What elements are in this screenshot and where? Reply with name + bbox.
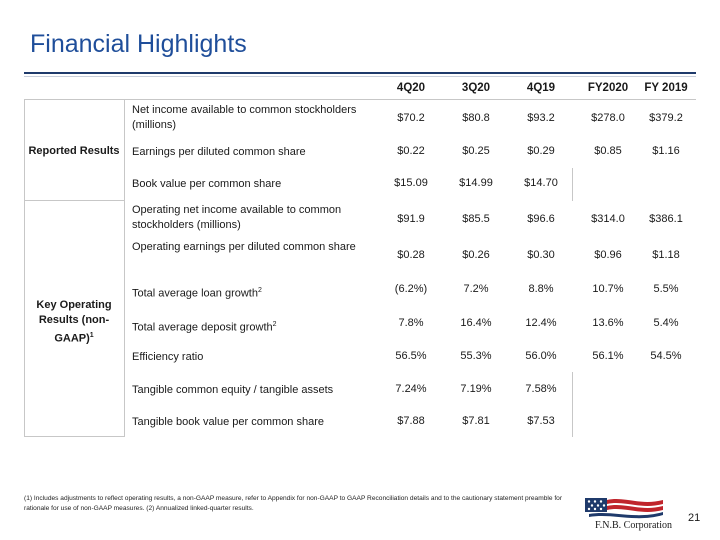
table-cell: 7.24% bbox=[395, 383, 427, 395]
table-cell: 10.7% bbox=[592, 283, 624, 295]
group-divider-vertical bbox=[124, 100, 125, 201]
page-title: Financial Highlights bbox=[30, 30, 247, 58]
table-cell: $7.81 bbox=[462, 415, 490, 427]
row-label-text: Tangible book value per common share bbox=[132, 416, 325, 428]
group-divider-vertical bbox=[124, 201, 125, 437]
table-cell: $85.5 bbox=[462, 213, 490, 225]
table-cell: $0.85 bbox=[594, 145, 622, 157]
footnote-marker: 2 bbox=[272, 321, 277, 328]
table-cell: $91.9 bbox=[397, 213, 425, 225]
row-label: Book value per common share bbox=[132, 177, 372, 192]
table-cell: (6.2%) bbox=[394, 283, 428, 295]
table-cell: 16.4% bbox=[460, 317, 492, 329]
table-cell: $14.99 bbox=[459, 177, 493, 189]
table-cell: 56.1% bbox=[592, 350, 624, 362]
row-label-text: Total average deposit growth bbox=[132, 321, 273, 334]
table-cell: $1.16 bbox=[652, 145, 680, 157]
table-cell: $386.1 bbox=[649, 213, 683, 225]
footnote-marker: 1 bbox=[89, 332, 94, 339]
row-label-text: Efficiency ratio bbox=[132, 351, 204, 363]
row-label: Tangible common equity / tangible assets bbox=[132, 383, 372, 398]
table-cell: 56.5% bbox=[395, 350, 427, 362]
company-logo-text: F.N.B. Corporation bbox=[595, 520, 672, 531]
group-label-text: Key Operating Results (non-GAAP) bbox=[36, 299, 112, 345]
fnb-flag-logo-icon bbox=[585, 498, 663, 519]
row-label-text: Operating earnings per diluted common sh… bbox=[132, 241, 356, 253]
column-divider bbox=[572, 372, 573, 437]
table-cell: $0.29 bbox=[527, 145, 555, 157]
row-label-text: Book value per common share bbox=[132, 178, 282, 190]
table-cell: 8.8% bbox=[528, 283, 554, 295]
title-divider bbox=[24, 72, 696, 74]
table-cell: $1.18 bbox=[652, 249, 680, 261]
column-header: 4Q19 bbox=[526, 82, 556, 94]
table-cell: $70.2 bbox=[397, 112, 425, 124]
page-number: 21 bbox=[688, 512, 701, 524]
table-cell: 12.4% bbox=[525, 317, 557, 329]
row-label: Total average deposit growth2 bbox=[132, 317, 372, 336]
row-label: Earnings per diluted common share bbox=[132, 145, 372, 160]
group-box bbox=[24, 201, 124, 437]
table-cell: $7.88 bbox=[397, 415, 425, 427]
table-cell: 7.8% bbox=[398, 317, 424, 329]
table-cell: 54.5% bbox=[650, 350, 682, 362]
row-label-text: Tangible common equity / tangible assets bbox=[132, 384, 334, 396]
row-label: Efficiency ratio bbox=[132, 350, 372, 365]
group-label-text: Reported Results bbox=[28, 145, 120, 157]
row-label-text: Operating net income available to common… bbox=[132, 204, 342, 231]
group-label: Key Operating Results (non-GAAP)1 bbox=[24, 298, 124, 347]
table-cell: $96.6 bbox=[527, 213, 555, 225]
row-label: Net income available to common stockhold… bbox=[132, 103, 372, 133]
footnote-marker: 2 bbox=[257, 287, 262, 294]
row-label-text: Earnings per diluted common share bbox=[132, 146, 306, 158]
table-cell: $0.96 bbox=[594, 249, 622, 261]
row-label-text: Net income available to common stockhold… bbox=[132, 104, 357, 131]
table-cell: $80.8 bbox=[462, 112, 490, 124]
row-label: Operating net income available to common… bbox=[132, 203, 372, 233]
table-cell: $0.26 bbox=[462, 249, 490, 261]
table-cell: $278.0 bbox=[591, 112, 625, 124]
table-cell: 5.5% bbox=[653, 283, 679, 295]
table-cell: $93.2 bbox=[527, 112, 555, 124]
table-cell: $0.25 bbox=[462, 145, 490, 157]
table-cell: 13.6% bbox=[592, 317, 624, 329]
table-cell: $14.70 bbox=[524, 177, 558, 189]
table-cell: $0.28 bbox=[397, 249, 425, 261]
column-header: 3Q20 bbox=[461, 82, 491, 94]
row-label: Tangible book value per common share bbox=[132, 415, 372, 430]
row-label: Operating earnings per diluted common sh… bbox=[132, 240, 372, 255]
column-header: FY2020 bbox=[587, 82, 629, 94]
title-divider-thin bbox=[24, 76, 696, 77]
table-cell: $314.0 bbox=[591, 213, 625, 225]
group-label: Reported Results bbox=[24, 144, 124, 159]
table-cell: 7.58% bbox=[525, 383, 557, 395]
table-cell: 7.2% bbox=[463, 283, 489, 295]
column-header: 4Q20 bbox=[396, 82, 426, 94]
table-cell: $7.53 bbox=[527, 415, 555, 427]
row-label: Total average loan growth2 bbox=[132, 283, 372, 302]
table-cell: $0.22 bbox=[397, 145, 425, 157]
row-label-text: Total average loan growth bbox=[132, 287, 258, 300]
table-cell: $0.30 bbox=[527, 249, 555, 261]
table-cell: 7.19% bbox=[460, 383, 492, 395]
table-cell: $379.2 bbox=[649, 112, 683, 124]
group-box bbox=[24, 100, 124, 201]
table-cell: 56.0% bbox=[525, 350, 557, 362]
column-header: FY 2019 bbox=[644, 82, 688, 94]
header-divider bbox=[24, 99, 696, 100]
table-cell: 55.3% bbox=[460, 350, 492, 362]
table-cell: 5.4% bbox=[653, 317, 679, 329]
table-cell: $15.09 bbox=[394, 177, 428, 189]
column-divider bbox=[572, 168, 573, 201]
footnote: (1) Includes adjustments to reflect oper… bbox=[24, 495, 563, 512]
